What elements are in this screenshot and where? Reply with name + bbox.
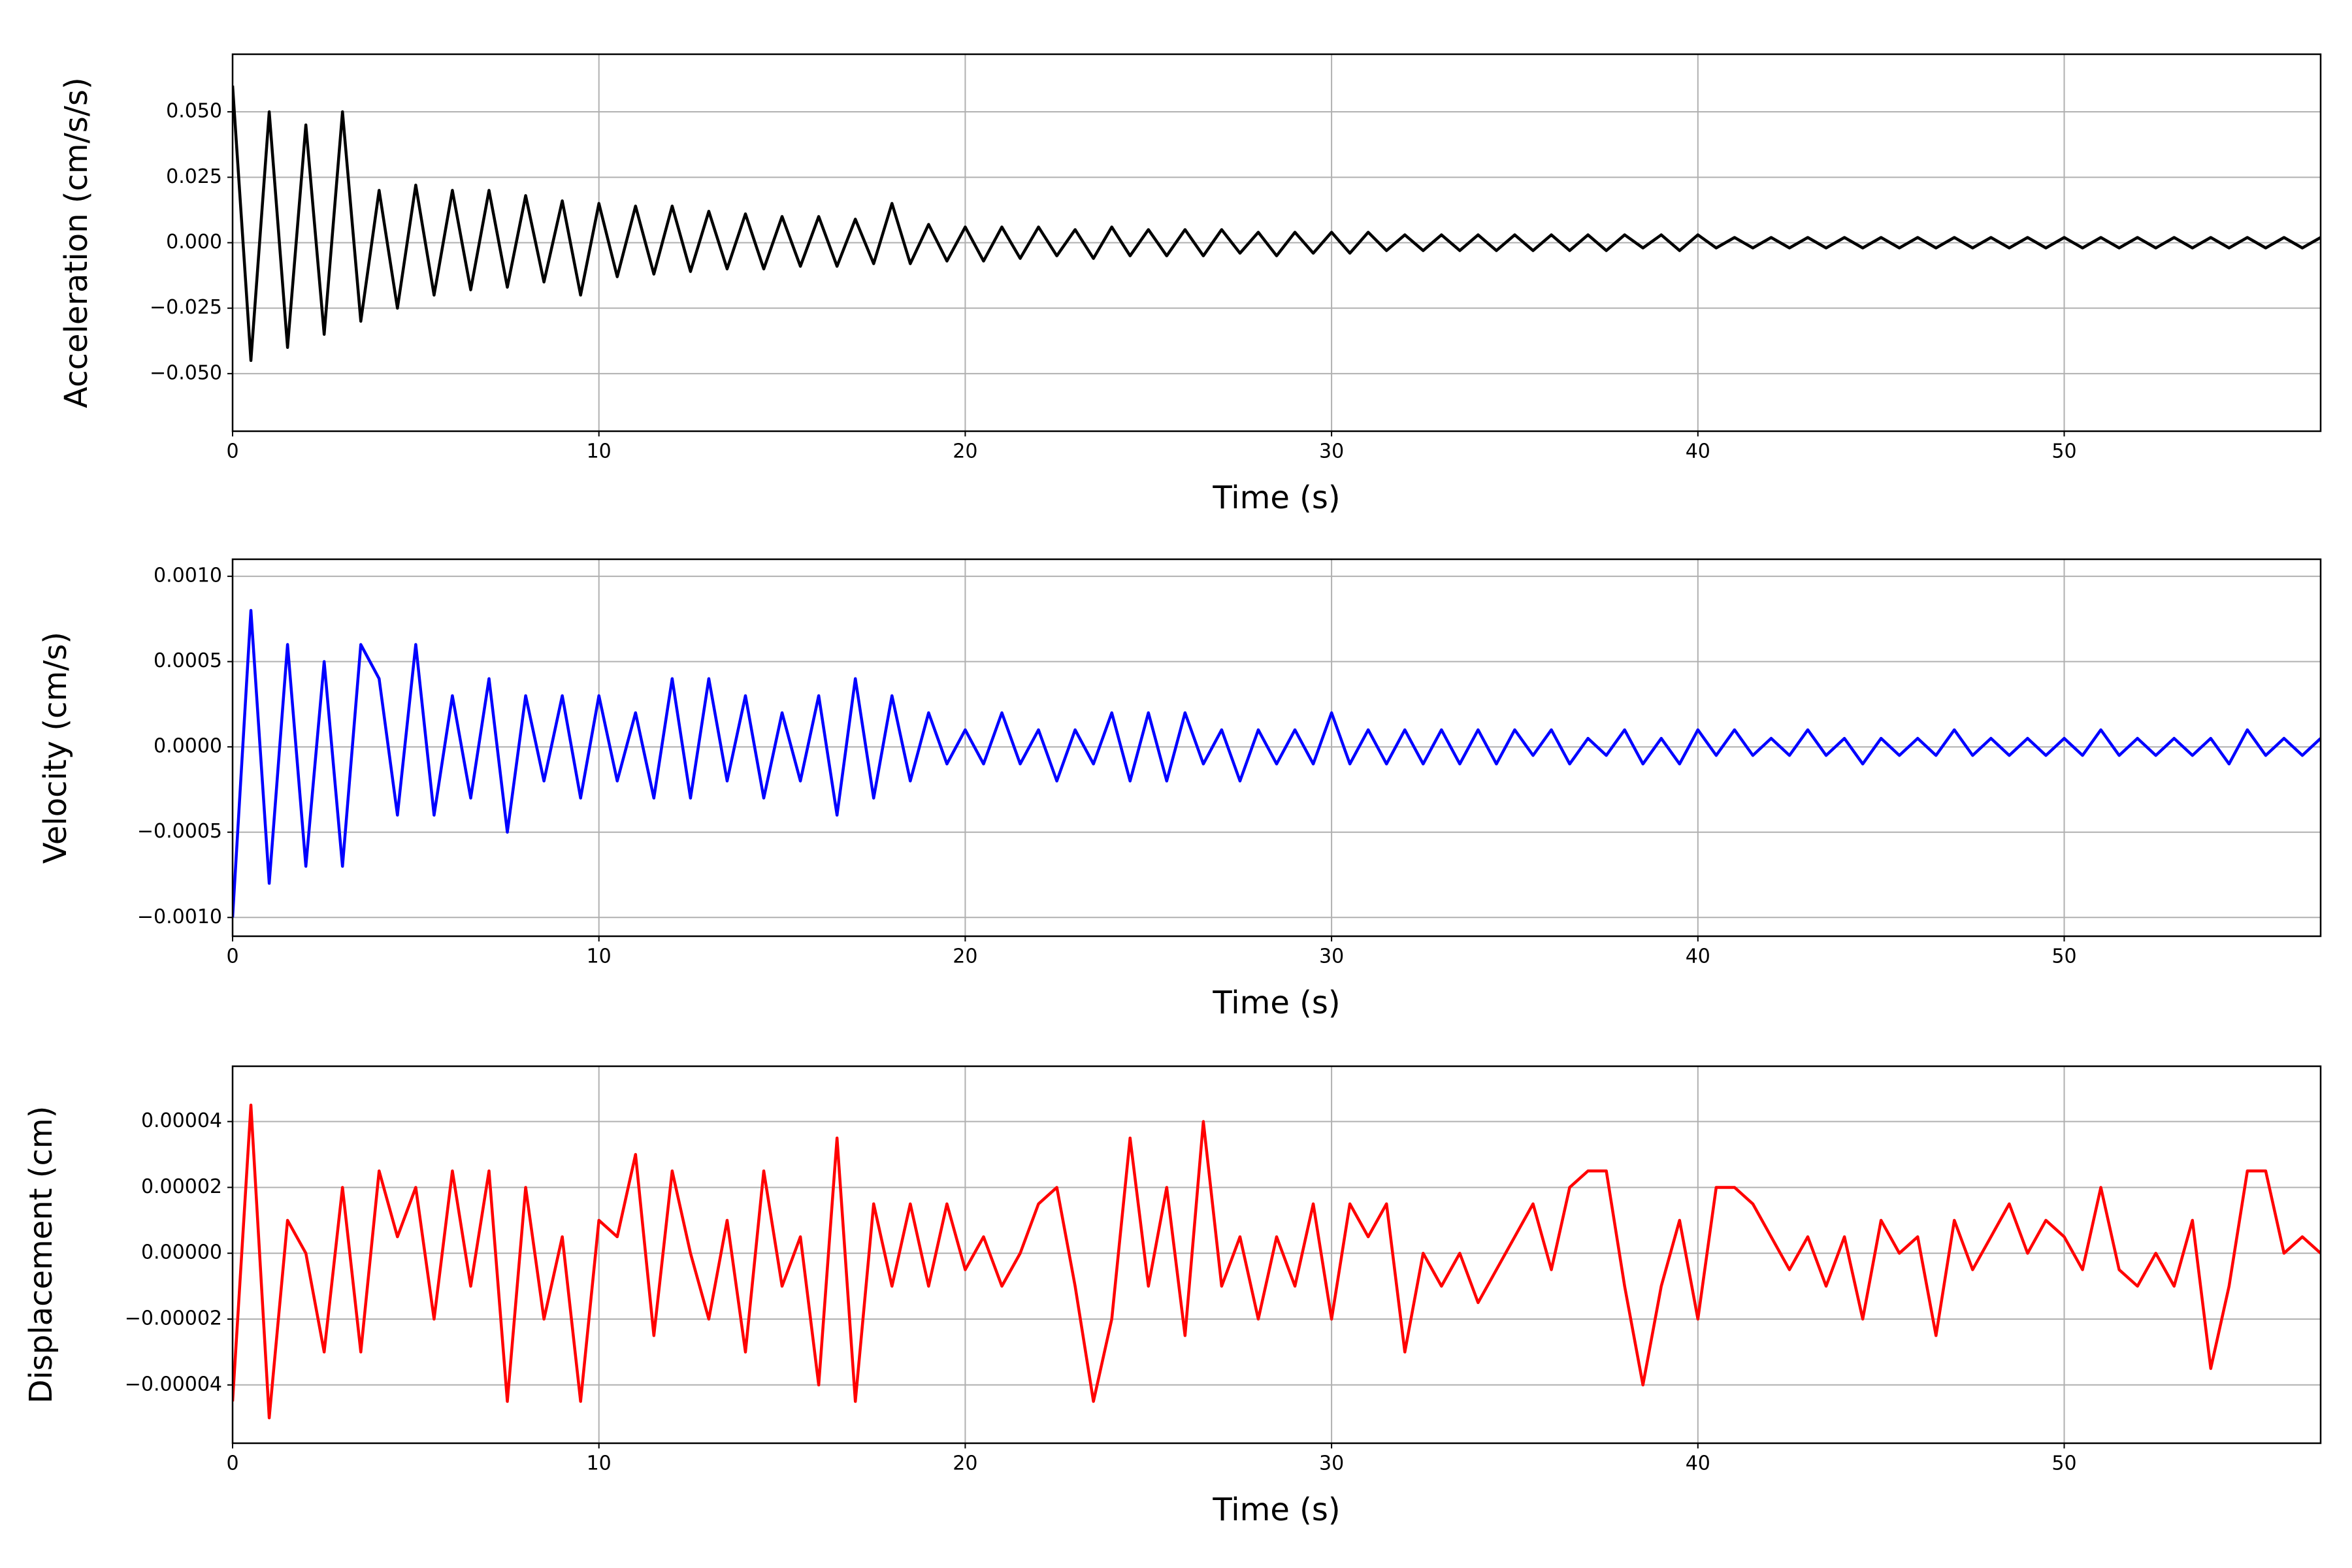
- x-tick-label: 30: [1319, 945, 1344, 968]
- x-axis-label: Time (s): [1212, 1492, 1340, 1528]
- x-tick-label: 50: [2051, 440, 2076, 463]
- plot-area: [233, 609, 2321, 918]
- x-axis-label: Time (s): [1212, 985, 1340, 1021]
- y-tick-label: −0.0005: [137, 820, 222, 843]
- x-tick-label: 0: [226, 945, 238, 968]
- x-tick-label: 20: [953, 440, 977, 463]
- x-tick-label: 30: [1319, 1452, 1344, 1475]
- y-tick-label: 0.025: [166, 165, 222, 188]
- x-tick-label: 0: [226, 440, 238, 463]
- x-tick-label: 10: [587, 440, 612, 463]
- y-tick-label: 0.00002: [141, 1175, 222, 1198]
- plot-area: [233, 85, 2321, 363]
- x-tick-label: 50: [2051, 945, 2076, 968]
- plot-area: [233, 1103, 2321, 1420]
- x-tick-label: 30: [1319, 440, 1344, 463]
- x-axis-label: Time (s): [1212, 480, 1340, 516]
- y-axis-label: Velocity (cm/s): [37, 632, 74, 864]
- x-tick-label: 10: [587, 1452, 612, 1475]
- axes-frame: [231, 558, 2322, 938]
- axes-frame: [231, 53, 2322, 433]
- y-tick-label: 0.00000: [141, 1241, 222, 1264]
- y-axis-label: Displacement (cm): [23, 1106, 59, 1404]
- x-tick-label: 20: [953, 945, 977, 968]
- x-tick-label: 40: [1686, 1452, 1710, 1475]
- y-tick-label: −0.00004: [125, 1373, 222, 1396]
- x-tick-label: 40: [1686, 440, 1710, 463]
- data-line: [233, 1103, 2321, 1420]
- y-tick-label: −0.00002: [125, 1307, 222, 1330]
- y-tick-label: 0.050: [166, 100, 222, 123]
- y-tick-label: 0.0005: [154, 649, 222, 672]
- y-tick-label: −0.025: [150, 296, 222, 319]
- data-line: [233, 609, 2321, 918]
- x-tick-label: 40: [1686, 945, 1710, 968]
- x-tick-label: 20: [953, 1452, 977, 1475]
- x-tick-label: 50: [2051, 1452, 2076, 1475]
- y-tick-label: −0.050: [150, 361, 222, 384]
- x-tick-label: 10: [587, 945, 612, 968]
- data-line: [233, 85, 2321, 363]
- y-tick-label: 0.0000: [154, 735, 222, 758]
- axes-frame: [231, 1065, 2322, 1445]
- y-tick-label: 0.000: [166, 231, 222, 253]
- x-tick-label: 0: [226, 1452, 238, 1475]
- y-tick-label: −0.0010: [137, 906, 222, 928]
- y-axis-label: Acceleration (cm/s/s): [58, 77, 95, 408]
- y-tick-label: 0.00004: [141, 1109, 222, 1132]
- y-tick-label: 0.0010: [154, 564, 222, 587]
